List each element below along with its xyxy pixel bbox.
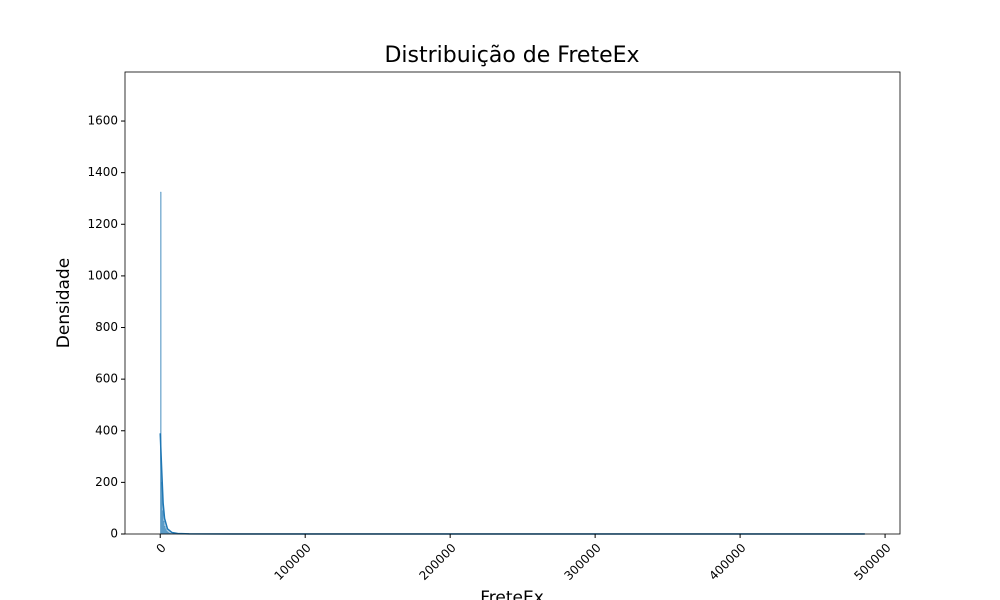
x-tick-label: 500000 [851,541,893,583]
x-tick-label: 0 [154,541,169,556]
y-tick-label: 200 [95,475,118,489]
y-tick-label: 1200 [87,217,118,231]
y-axis-label: Densidade [54,258,74,348]
kde-line [159,433,865,535]
plot-frame [124,71,901,535]
kde-area [160,433,865,534]
y-tick-label: 400 [95,423,118,437]
x-tick-label: 300000 [561,541,603,583]
x-tick-label: 100000 [271,541,313,583]
x-tick-label: 200000 [416,541,458,583]
y-tick-label: 800 [95,320,118,334]
y-tick-label: 1400 [87,165,118,179]
y-tick-label: 600 [95,372,118,386]
x-tick-label: 400000 [706,541,748,583]
y-tick-label: 1000 [87,268,118,282]
y-tick-label: 1600 [87,114,118,128]
y-tick-label: 0 [110,527,118,541]
x-axis-label: FreteEx [480,588,544,600]
chart-title: Distribuição de FreteEx [384,43,639,68]
